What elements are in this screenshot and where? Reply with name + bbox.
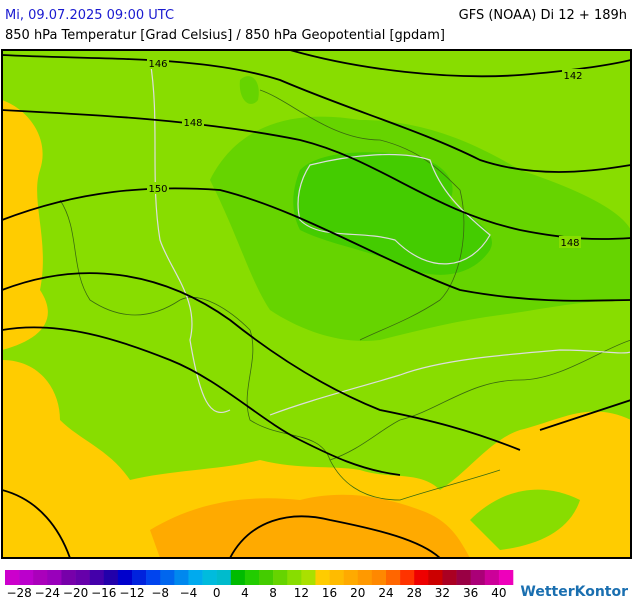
color-step: [259, 570, 274, 585]
color-step: [160, 570, 175, 585]
color-step: [287, 570, 302, 585]
color-step: [273, 570, 288, 585]
scale-label: 24: [378, 586, 393, 600]
scale-label: 20: [350, 586, 365, 600]
color-step: [5, 570, 20, 585]
scale-label: −24: [35, 586, 60, 600]
color-step: [19, 570, 34, 585]
warm-area-south: [2, 360, 631, 558]
coldest-area: [293, 152, 492, 275]
color-scale: −28 −24 −20 −16 −12 −8 −4 0 4 8 12 16 20 24 28 32 36 40: [5, 570, 514, 600]
scale-label: 0: [213, 586, 221, 600]
color-step: [117, 570, 133, 585]
color-step: [456, 570, 471, 585]
color-step: [301, 570, 316, 585]
contour-label: 142: [563, 71, 582, 82]
scale-label: 32: [435, 586, 450, 600]
color-step: [484, 570, 500, 585]
color-step: [103, 570, 119, 585]
color-step: [357, 570, 373, 585]
scale-label: −16: [91, 586, 116, 600]
scale-label: −4: [180, 586, 198, 600]
contour-label: 148: [183, 118, 202, 129]
contour-label: 148: [560, 238, 579, 249]
map-frame: [1, 49, 632, 559]
color-step: [400, 570, 415, 585]
scale-label: 40: [491, 586, 506, 600]
isotherms: [149, 59, 631, 416]
color-step: [428, 570, 443, 585]
color-step: [146, 570, 161, 585]
color-step: [442, 570, 457, 585]
scale-label: 36: [463, 586, 478, 600]
color-step: [216, 570, 232, 585]
color-step: [371, 570, 387, 585]
color-step: [244, 570, 260, 585]
color-step: [47, 570, 62, 585]
color-step: [75, 570, 90, 585]
color-step: [329, 570, 344, 585]
scale-label: 12: [294, 586, 309, 600]
scale-label: −28: [6, 586, 31, 600]
color-step: [188, 570, 203, 585]
cool-patch: [470, 489, 580, 550]
contour-label: 150: [148, 184, 167, 195]
color-step: [414, 570, 429, 585]
subtitle: 850 hPa Temperatur [Grad Celsius] / 850 …: [5, 28, 445, 43]
scale-label: 4: [241, 586, 249, 600]
color-step: [174, 570, 189, 585]
scale-label: −20: [63, 586, 88, 600]
color-step: [498, 570, 514, 585]
contour-label: 146: [148, 59, 167, 70]
map: 146 148 150 142 148: [2, 50, 631, 558]
logo: WetterKontor: [520, 584, 628, 600]
warm-area-west: [2, 100, 48, 350]
scale-label: 8: [269, 586, 277, 600]
color-step: [470, 570, 486, 585]
color-step: [33, 570, 48, 585]
color-step: [61, 570, 76, 585]
scale-label: −12: [119, 586, 144, 600]
valid-time: Mi, 09.07.2025 09:00 UTC: [5, 8, 174, 23]
color-step: [315, 570, 330, 585]
cool-patch-north: [239, 76, 259, 104]
color-step: [343, 570, 359, 585]
color-step: [386, 570, 401, 585]
scale-label: 28: [407, 586, 422, 600]
borders: [59, 89, 631, 501]
scale-label: −8: [151, 586, 169, 600]
color-step: [202, 570, 217, 585]
model-run: GFS (NOAA) Di 12 + 189h: [459, 8, 627, 23]
color-step: [89, 570, 105, 585]
hot-area-alps: [150, 494, 470, 558]
contour-labels: 146 148 150 142 148: [147, 57, 584, 249]
color-step: [230, 570, 246, 585]
scale-label: 16: [322, 586, 337, 600]
color-step: [132, 570, 147, 585]
